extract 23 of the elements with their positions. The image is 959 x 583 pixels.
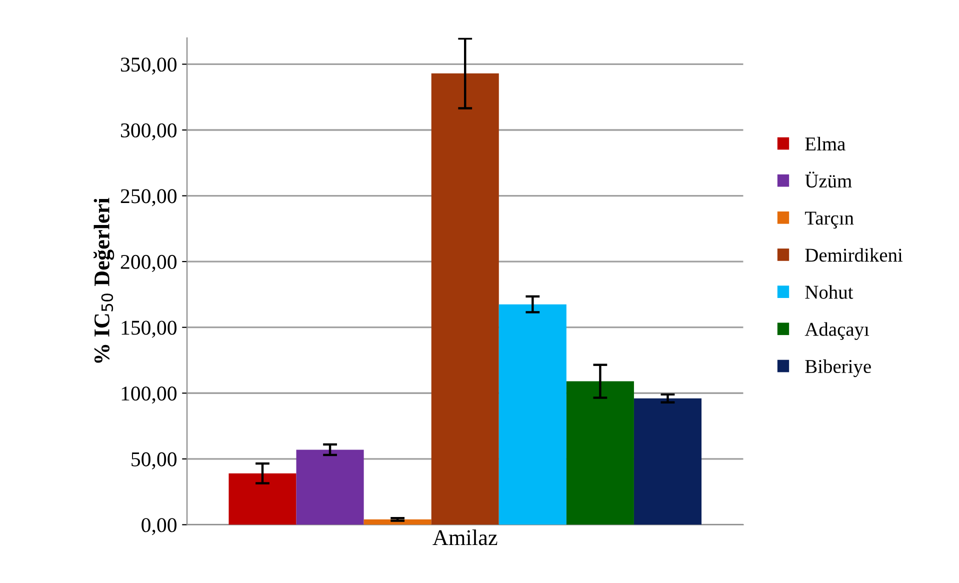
- legend-label: Adaçayı: [804, 322, 870, 340]
- bar: [228, 473, 296, 525]
- y-tick-label: 200,00: [120, 254, 176, 272]
- y-tick-label: 0,00: [142, 518, 176, 536]
- legend-label: Demirdikeni: [805, 248, 903, 262]
- y-tick-label: 350,00: [120, 58, 176, 75]
- y-tick-label: 50,00: [132, 452, 176, 470]
- x-tick-label: Amilaz: [432, 530, 498, 546]
- bar: [431, 73, 499, 525]
- y-tick-label: 250,00: [120, 189, 176, 206]
- y-tick-label: 150,00: [122, 320, 176, 338]
- bar: [296, 450, 364, 525]
- legend-label: Elma: [805, 136, 846, 151]
- legend-label: Nohut: [805, 285, 854, 299]
- bar: [634, 398, 702, 525]
- y-axis-title: % IC$_{50}$ Değerleri: [94, 198, 114, 363]
- y-tick-label: 100,00: [122, 386, 176, 404]
- legend-label: Biberiye: [805, 359, 871, 378]
- bar: [498, 304, 566, 525]
- legend-label: Üzüm: [805, 172, 852, 188]
- legend-label: Tarçın: [804, 212, 854, 229]
- y-tick-label: 300,00: [120, 123, 176, 140]
- bar: [566, 381, 634, 525]
